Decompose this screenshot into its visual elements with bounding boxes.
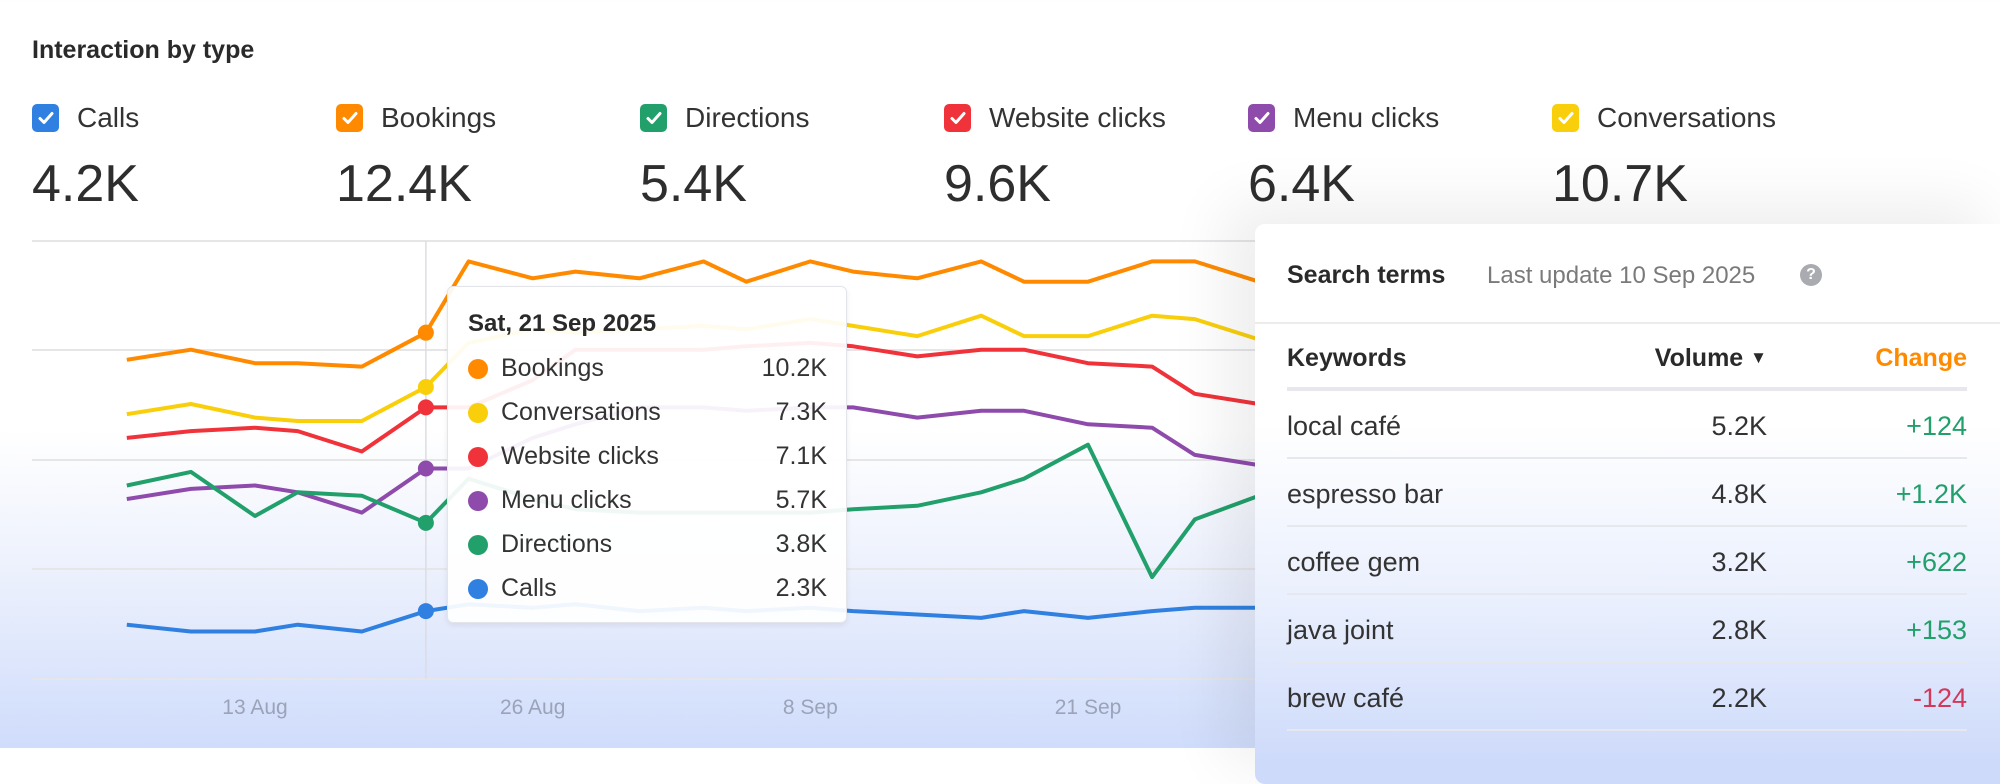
table-row[interactable]: coffee gem 3.2K +622 — [1287, 525, 1967, 595]
table-row[interactable]: brew café 2.2K -124 — [1287, 661, 1967, 731]
volume-header-label: Volume — [1654, 344, 1744, 372]
tooltip-row: Conversations 7.3K — [468, 398, 827, 428]
tooltip-series-name: Bookings — [501, 354, 604, 382]
tooltip-row: Directions 3.8K — [468, 530, 827, 560]
tooltip-series-name: Conversations — [501, 398, 661, 426]
checkbox[interactable] — [944, 104, 971, 132]
table-row[interactable]: espresso bar 4.8K +1.2K — [1287, 457, 1967, 527]
divider — [1287, 387, 1967, 389]
x-tick-label: 26 Aug — [499, 696, 566, 719]
change-cell: +124 — [1906, 411, 1967, 441]
metric-value: 10.7K — [1552, 155, 1688, 213]
keyword-cell: brew café — [1287, 683, 1405, 713]
checkmark-icon — [646, 112, 661, 124]
metric-label: Directions — [685, 102, 810, 133]
tooltip-row: Website clicks 7.1K — [468, 442, 827, 472]
search-terms-panel: Search terms Last update 10 Sep 2025 ? K… — [1255, 224, 2000, 784]
question-circle-icon[interactable]: ? — [1800, 264, 1822, 286]
tooltip-series-value: 3.8K — [775, 530, 827, 558]
divider — [1287, 729, 1967, 731]
change-cell: -124 — [1912, 683, 1967, 713]
checkmark-icon — [950, 112, 965, 124]
keywords-header[interactable]: Keywords — [1287, 344, 1407, 372]
keyword-cell: coffee gem — [1287, 547, 1421, 577]
volume-cell: 2.2K — [1711, 683, 1767, 713]
checkmark-icon — [342, 112, 357, 124]
tooltip-series-name: Calls — [501, 574, 557, 602]
hover-point-website-clicks — [417, 399, 434, 416]
tooltip-series-value: 5.7K — [775, 486, 827, 514]
table-row[interactable]: java joint 2.8K +153 — [1287, 593, 1967, 663]
tooltip-row: Bookings 10.2K — [468, 354, 827, 384]
tooltip-row: Menu clicks 5.7K — [468, 486, 827, 516]
chart-tooltip: Sat, 21 Sep 2025 Bookings 10.2K Conversati… — [447, 286, 847, 623]
metric-value: 4.2K — [32, 155, 139, 213]
metric-label: Conversations — [1597, 102, 1776, 133]
volume-cell: 3.2K — [1711, 547, 1767, 577]
x-tick-label: 21 Sep — [1054, 696, 1122, 719]
metric-label: Calls — [77, 102, 140, 133]
series-dot-icon — [468, 447, 488, 467]
checkbox[interactable] — [32, 104, 59, 132]
volume-cell: 5.2K — [1711, 411, 1767, 441]
hover-point-directions — [417, 514, 434, 531]
tooltip-series-value: 7.1K — [775, 442, 827, 470]
series-dot-icon — [468, 579, 488, 599]
hover-point-conversations — [417, 379, 434, 395]
volume-cell: 2.8K — [1711, 615, 1767, 645]
change-cell: +153 — [1906, 615, 1967, 645]
tooltip-series-value: 2.3K — [775, 574, 827, 602]
last-update-text: Last update 10 Sep 2025 — [1487, 262, 1756, 289]
series-dot-icon — [468, 535, 488, 555]
tooltip-series-name: Website clicks — [501, 442, 659, 470]
metric-label: Menu clicks — [1293, 102, 1440, 133]
tooltip-row: Calls 2.3K — [468, 574, 827, 604]
panel-title: Search terms — [1287, 261, 1446, 289]
tooltip-series-name: Directions — [501, 530, 613, 558]
checkbox[interactable] — [1248, 104, 1275, 132]
keyword-cell: espresso bar — [1287, 479, 1444, 509]
tooltip-date: Sat, 21 Sep 2025 — [468, 310, 657, 337]
tooltip-series-value: 10.2K — [761, 354, 827, 382]
checkbox[interactable] — [1552, 104, 1579, 132]
hover-point-menu-clicks — [417, 460, 434, 477]
hover-point-calls — [417, 603, 434, 620]
x-tick-label: 13 Aug — [222, 696, 288, 719]
change-header[interactable]: Change — [1875, 344, 1967, 372]
tooltip-series-value: 7.3K — [775, 398, 827, 426]
keyword-cell: local café — [1287, 411, 1402, 441]
keyword-cell: java joint — [1287, 615, 1394, 645]
section-title: Interaction by type — [32, 36, 255, 64]
metric-value: 12.4K — [336, 155, 472, 213]
metric-value: 9.6K — [944, 155, 1051, 213]
metric-value: 6.4K — [1248, 155, 1355, 213]
volume-cell: 4.8K — [1711, 479, 1767, 509]
sort-down-icon: ▼ — [1750, 348, 1767, 367]
metric-label: Bookings — [381, 102, 497, 133]
change-cell: +622 — [1906, 547, 1967, 577]
series-line-bookings — [126, 259, 1260, 369]
metric-label: Website clicks — [989, 102, 1166, 133]
volume-header[interactable]: Volume ▼ — [1655, 344, 1767, 373]
series-dot-icon — [468, 403, 488, 423]
checkmark-icon — [1254, 112, 1269, 124]
checkmark-icon — [1558, 112, 1573, 124]
divider — [1255, 322, 2000, 324]
table-row[interactable]: local café 5.2K +124 — [1287, 389, 1967, 459]
hover-point-bookings — [417, 324, 434, 341]
x-tick-label: 8 Sep — [782, 696, 838, 719]
metric-value: 5.4K — [640, 155, 747, 213]
series-dot-icon — [468, 491, 488, 511]
interaction-line-chart — [32, 240, 1260, 680]
checkbox[interactable] — [640, 104, 667, 132]
series-dot-icon — [468, 359, 488, 379]
change-cell: +1.2K — [1895, 479, 1967, 509]
checkbox[interactable] — [336, 104, 363, 132]
checkmark-icon — [38, 112, 53, 124]
tooltip-series-name: Menu clicks — [501, 486, 632, 514]
